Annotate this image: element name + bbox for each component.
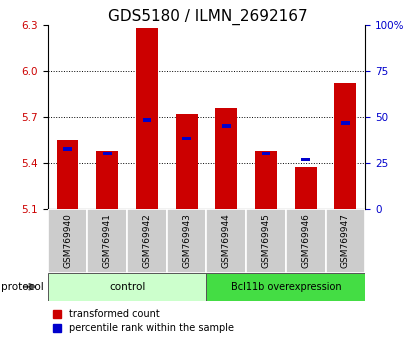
Text: GSM769940: GSM769940: [63, 213, 72, 268]
Bar: [261, 152, 270, 155]
Bar: [215, 108, 237, 209]
Bar: [207, 273, 365, 301]
Text: GSM769947: GSM769947: [341, 213, 350, 268]
Bar: [334, 83, 356, 209]
Bar: [57, 140, 78, 209]
Text: protocol: protocol: [1, 282, 44, 292]
Text: control: control: [109, 282, 145, 292]
Text: GSM769945: GSM769945: [261, 213, 271, 268]
Bar: [176, 114, 198, 209]
Text: Bcl11b overexpression: Bcl11b overexpression: [230, 282, 341, 292]
Bar: [48, 209, 88, 273]
Bar: [301, 158, 310, 161]
Bar: [207, 209, 246, 273]
Bar: [182, 137, 191, 140]
Bar: [341, 121, 350, 125]
Bar: [88, 209, 127, 273]
Bar: [48, 273, 207, 301]
Bar: [325, 209, 365, 273]
Bar: [63, 147, 72, 151]
Bar: [136, 28, 158, 209]
Text: GSM769941: GSM769941: [103, 213, 112, 268]
Bar: [255, 150, 277, 209]
Text: GDS5180 / ILMN_2692167: GDS5180 / ILMN_2692167: [107, 9, 308, 25]
Text: GSM769942: GSM769942: [142, 213, 151, 268]
Bar: [222, 124, 231, 128]
Text: GSM769943: GSM769943: [182, 213, 191, 268]
Legend: transformed count, percentile rank within the sample: transformed count, percentile rank withi…: [53, 309, 234, 333]
Text: GSM769944: GSM769944: [222, 213, 231, 268]
Bar: [286, 209, 325, 273]
Bar: [295, 167, 317, 209]
Bar: [127, 209, 167, 273]
Bar: [96, 150, 118, 209]
Bar: [103, 152, 112, 155]
Bar: [143, 118, 151, 121]
Bar: [167, 209, 207, 273]
Text: GSM769946: GSM769946: [301, 213, 310, 268]
Bar: [246, 209, 286, 273]
